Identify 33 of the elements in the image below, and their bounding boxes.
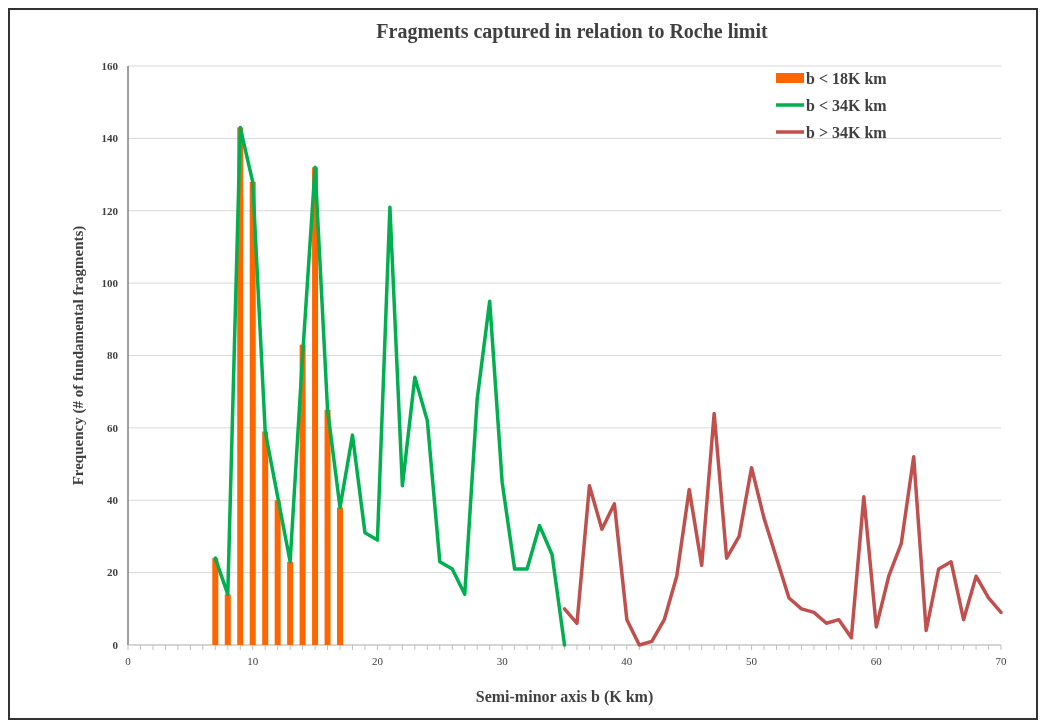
line-series: [562, 411, 1003, 647]
bar: [324, 409, 331, 645]
y-tick-label: 160: [101, 59, 119, 72]
bar: [287, 561, 294, 645]
legend-label: b > 34K km: [806, 123, 888, 141]
x-tick-label: 10: [247, 655, 259, 667]
x-tick-label: 30: [496, 655, 509, 667]
x-tick-label: 70: [995, 655, 1007, 667]
bar: [249, 181, 256, 645]
legend-label: b < 34K km: [806, 96, 888, 114]
chart-title: Fragments captured in relation to Roche limit: [376, 20, 769, 43]
y-tick-label: 40: [107, 494, 119, 507]
y-tick-label: 120: [101, 204, 119, 217]
bar: [262, 431, 269, 645]
y-tick-label: 20: [107, 566, 119, 579]
line-series: [213, 125, 567, 647]
bar: [274, 500, 281, 645]
y-tick-label: 0: [112, 638, 119, 651]
x-tick-label: 0: [125, 655, 132, 667]
y-tick-label: 100: [101, 276, 119, 289]
legend-label: b < 18K km: [806, 69, 888, 87]
x-tick-label: 40: [621, 655, 633, 667]
x-tick-label: 20: [371, 655, 384, 667]
x-tick-label: 50: [746, 655, 758, 667]
y-axis-title: Frequency (# of fundamental fragments): [70, 225, 87, 486]
y-tick-label: 140: [101, 132, 119, 145]
bar: [224, 594, 231, 645]
x-tick-label: 60: [870, 655, 883, 667]
bar: [337, 507, 344, 645]
x-axis-title: Semi-minor axis b (K km): [475, 688, 654, 706]
y-tick-label: 60: [107, 421, 119, 434]
y-tick-label: 80: [107, 349, 119, 362]
bar: [212, 558, 219, 645]
